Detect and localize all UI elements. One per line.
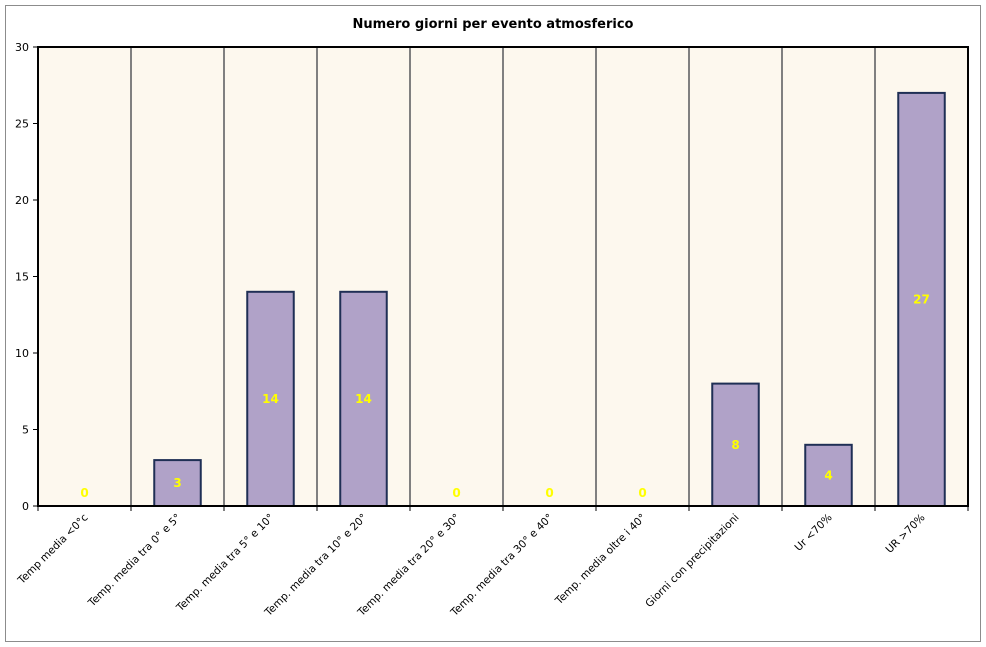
data-label-10: 27 — [913, 292, 930, 306]
x-tick-label-7: Temp. media oltre i 40° — [553, 512, 649, 608]
x-tick-label-1: Temp media <0°c — [15, 511, 91, 587]
data-label-2: 3 — [173, 476, 181, 490]
y-tick-label-20: 20 — [15, 194, 29, 207]
x-tick-label-10: UR >70% — [883, 512, 927, 556]
data-label-4: 14 — [355, 392, 372, 406]
y-tick-label-30: 30 — [15, 41, 29, 54]
y-axis-ticks: 0 5 10 15 20 25 30 — [15, 41, 38, 513]
data-label-3: 14 — [262, 392, 279, 406]
bar-10 — [897, 91, 946, 508]
y-tick-label-25: 25 — [15, 118, 29, 131]
data-label-6: 0 — [545, 486, 553, 500]
x-tick-label-4: Temp. media tra 10° e 20° — [262, 512, 370, 620]
chart-title: Numero giorni per evento atmosferico — [353, 17, 634, 32]
data-label-8: 8 — [731, 438, 739, 452]
data-label-5: 0 — [452, 486, 460, 500]
x-tick-label-8: Giorni con precipitazioni — [643, 512, 741, 610]
data-labels: 0 3 14 14 0 0 0 8 4 27 — [80, 292, 930, 500]
bar-4 — [339, 290, 388, 507]
bars — [153, 91, 946, 508]
x-tick-label-5: Temp. media tra 20° e 30° — [355, 512, 463, 620]
y-tick-label-15: 15 — [15, 271, 29, 284]
x-tick-label-2: Temp. media tra 0° e 5° — [85, 512, 183, 610]
data-label-1: 0 — [80, 486, 88, 500]
x-tick-label-6: Temp. media tra 30° e 40° — [448, 512, 556, 620]
x-tick-label-9: Ur <70% — [793, 512, 835, 554]
y-tick-label-10: 10 — [15, 347, 29, 360]
y-tick-label-5: 5 — [22, 424, 29, 437]
x-tick-label-3: Temp. media tra 5° e 10° — [174, 512, 277, 615]
data-label-7: 0 — [638, 486, 646, 500]
y-tick-label-0: 0 — [22, 500, 29, 513]
bar-2 — [153, 459, 202, 508]
data-label-9: 4 — [824, 468, 832, 482]
gridlines — [130, 47, 876, 506]
